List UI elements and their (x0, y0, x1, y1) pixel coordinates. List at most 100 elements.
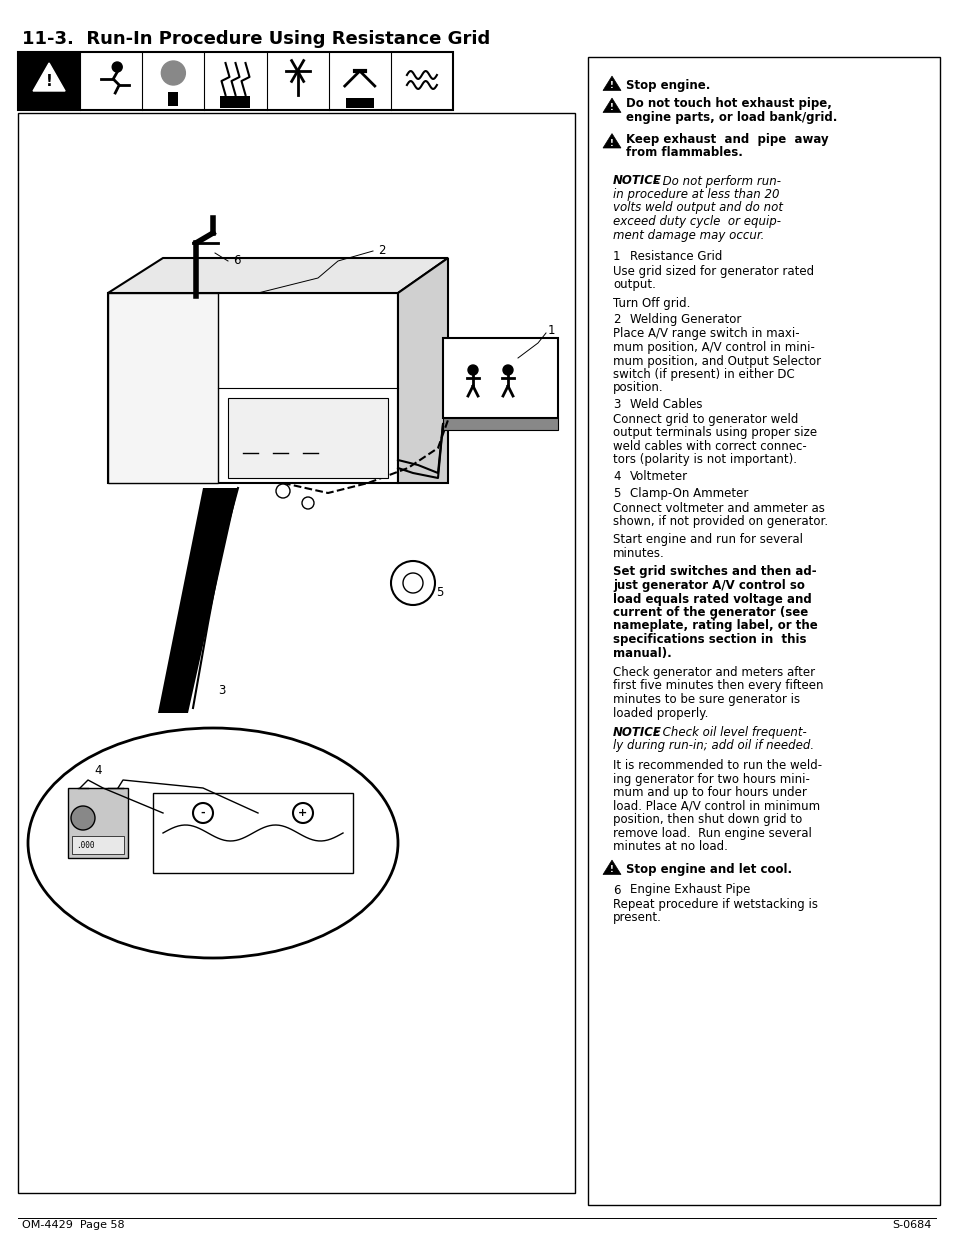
Text: Turn Off grid.: Turn Off grid. (613, 296, 690, 310)
Text: minutes to be sure generator is: minutes to be sure generator is (613, 693, 800, 706)
Polygon shape (158, 488, 237, 713)
Text: mum position, and Output Selector: mum position, and Output Selector (613, 354, 821, 368)
Polygon shape (397, 258, 448, 483)
Text: engine parts, or load bank/grid.: engine parts, or load bank/grid. (625, 111, 837, 124)
Text: switch (if present) in either DC: switch (if present) in either DC (613, 368, 794, 382)
Text: 6: 6 (613, 883, 619, 897)
Circle shape (293, 803, 313, 823)
Text: first five minutes then every fifteen: first five minutes then every fifteen (613, 679, 822, 693)
FancyBboxPatch shape (228, 398, 388, 478)
Text: ly during run-in; add oil if needed.: ly during run-in; add oil if needed. (613, 740, 813, 752)
Polygon shape (108, 293, 218, 483)
Text: !: ! (609, 82, 614, 90)
Circle shape (71, 806, 95, 830)
Text: Weld Cables: Weld Cables (629, 398, 701, 411)
Text: in procedure at less than 20: in procedure at less than 20 (613, 188, 779, 201)
Text: tors (polarity is not important).: tors (polarity is not important). (613, 453, 796, 466)
Text: OM-4429  Page 58: OM-4429 Page 58 (22, 1220, 125, 1230)
FancyBboxPatch shape (18, 112, 575, 1193)
Text: present.: present. (613, 911, 661, 925)
Polygon shape (602, 77, 620, 90)
Text: Resistance Grid: Resistance Grid (629, 249, 721, 263)
Text: Use grid sized for generator rated: Use grid sized for generator rated (613, 264, 813, 278)
Text: Place A/V range switch in maxi-: Place A/V range switch in maxi- (613, 327, 799, 341)
Circle shape (391, 561, 435, 605)
Text: 2: 2 (613, 312, 619, 326)
Ellipse shape (28, 727, 397, 958)
Text: Stop engine and let cool.: Stop engine and let cool. (625, 863, 791, 877)
Text: !: ! (46, 74, 52, 89)
FancyBboxPatch shape (18, 52, 80, 110)
Text: volts weld output and do not: volts weld output and do not (613, 201, 782, 215)
Circle shape (275, 484, 290, 498)
Text: output terminals using proper size: output terminals using proper size (613, 426, 817, 438)
Text: 6: 6 (233, 254, 240, 268)
Text: – Check oil level frequent-: – Check oil level frequent- (652, 726, 806, 739)
Circle shape (302, 496, 314, 509)
Text: output.: output. (613, 278, 655, 291)
Polygon shape (602, 98, 620, 112)
Circle shape (502, 366, 513, 375)
Text: 4: 4 (613, 469, 619, 483)
Text: manual).: manual). (613, 646, 671, 659)
Text: NOTICE: NOTICE (613, 174, 661, 188)
Text: 4: 4 (94, 764, 102, 778)
Text: 1: 1 (613, 249, 619, 263)
Text: remove load.  Run engine several: remove load. Run engine several (613, 826, 811, 840)
Text: 3: 3 (613, 398, 619, 411)
Text: load. Place A/V control in minimum: load. Place A/V control in minimum (613, 799, 820, 813)
FancyBboxPatch shape (345, 98, 374, 107)
Text: Engine Exhaust Pipe: Engine Exhaust Pipe (629, 883, 750, 897)
Text: .000: .000 (76, 841, 94, 850)
Text: -: - (200, 808, 205, 818)
Polygon shape (602, 860, 620, 874)
Text: Check generator and meters after: Check generator and meters after (613, 666, 814, 679)
FancyBboxPatch shape (220, 96, 251, 107)
FancyBboxPatch shape (152, 793, 353, 873)
Polygon shape (108, 258, 448, 293)
Circle shape (112, 62, 122, 72)
Text: 5: 5 (613, 487, 619, 500)
Circle shape (161, 61, 185, 85)
Text: S-0684: S-0684 (892, 1220, 931, 1230)
Text: exceed duty cycle  or equip-: exceed duty cycle or equip- (613, 215, 781, 228)
Text: !: ! (609, 864, 614, 874)
Text: ing generator for two hours mini-: ing generator for two hours mini- (613, 773, 809, 785)
Text: mum and up to four hours under: mum and up to four hours under (613, 785, 806, 799)
Text: mum position, A/V control in mini-: mum position, A/V control in mini- (613, 341, 814, 354)
Text: nameplate, rating label, or the: nameplate, rating label, or the (613, 620, 817, 632)
Text: 2: 2 (377, 245, 385, 258)
Polygon shape (108, 293, 397, 483)
Text: +: + (298, 808, 307, 818)
Circle shape (402, 573, 422, 593)
FancyBboxPatch shape (68, 788, 128, 858)
FancyBboxPatch shape (18, 52, 453, 110)
Text: – Do not perform run-: – Do not perform run- (652, 174, 781, 188)
FancyBboxPatch shape (587, 57, 939, 1205)
Text: weld cables with correct connec-: weld cables with correct connec- (613, 440, 806, 452)
FancyBboxPatch shape (71, 836, 124, 853)
Text: 1: 1 (547, 325, 555, 337)
Text: position.: position. (613, 382, 663, 394)
Text: It is recommended to run the weld-: It is recommended to run the weld- (613, 760, 821, 772)
Text: !: ! (609, 138, 614, 147)
Text: Repeat procedure if wetstacking is: Repeat procedure if wetstacking is (613, 898, 817, 911)
Text: shown, if not provided on generator.: shown, if not provided on generator. (613, 515, 827, 529)
Text: Start engine and run for several: Start engine and run for several (613, 534, 802, 547)
Text: 5: 5 (436, 587, 443, 599)
Text: NOTICE: NOTICE (613, 726, 661, 739)
Text: loaded properly.: loaded properly. (613, 706, 708, 720)
Text: Connect grid to generator weld: Connect grid to generator weld (613, 412, 798, 426)
Text: Stop engine.: Stop engine. (625, 79, 710, 93)
Text: current of the generator (see: current of the generator (see (613, 606, 807, 619)
Text: from flammables.: from flammables. (625, 147, 742, 159)
Text: ment damage may occur.: ment damage may occur. (613, 228, 763, 242)
Text: !: ! (609, 103, 614, 112)
Polygon shape (602, 133, 620, 148)
FancyBboxPatch shape (442, 338, 558, 417)
Text: Do not touch hot exhaust pipe,: Do not touch hot exhaust pipe, (625, 98, 831, 110)
Text: 11-3.  Run-In Procedure Using Resistance Grid: 11-3. Run-In Procedure Using Resistance … (22, 30, 490, 48)
Text: position, then shut down grid to: position, then shut down grid to (613, 813, 801, 826)
Text: Set grid switches and then ad-: Set grid switches and then ad- (613, 566, 816, 578)
Text: Voltmeter: Voltmeter (629, 469, 687, 483)
